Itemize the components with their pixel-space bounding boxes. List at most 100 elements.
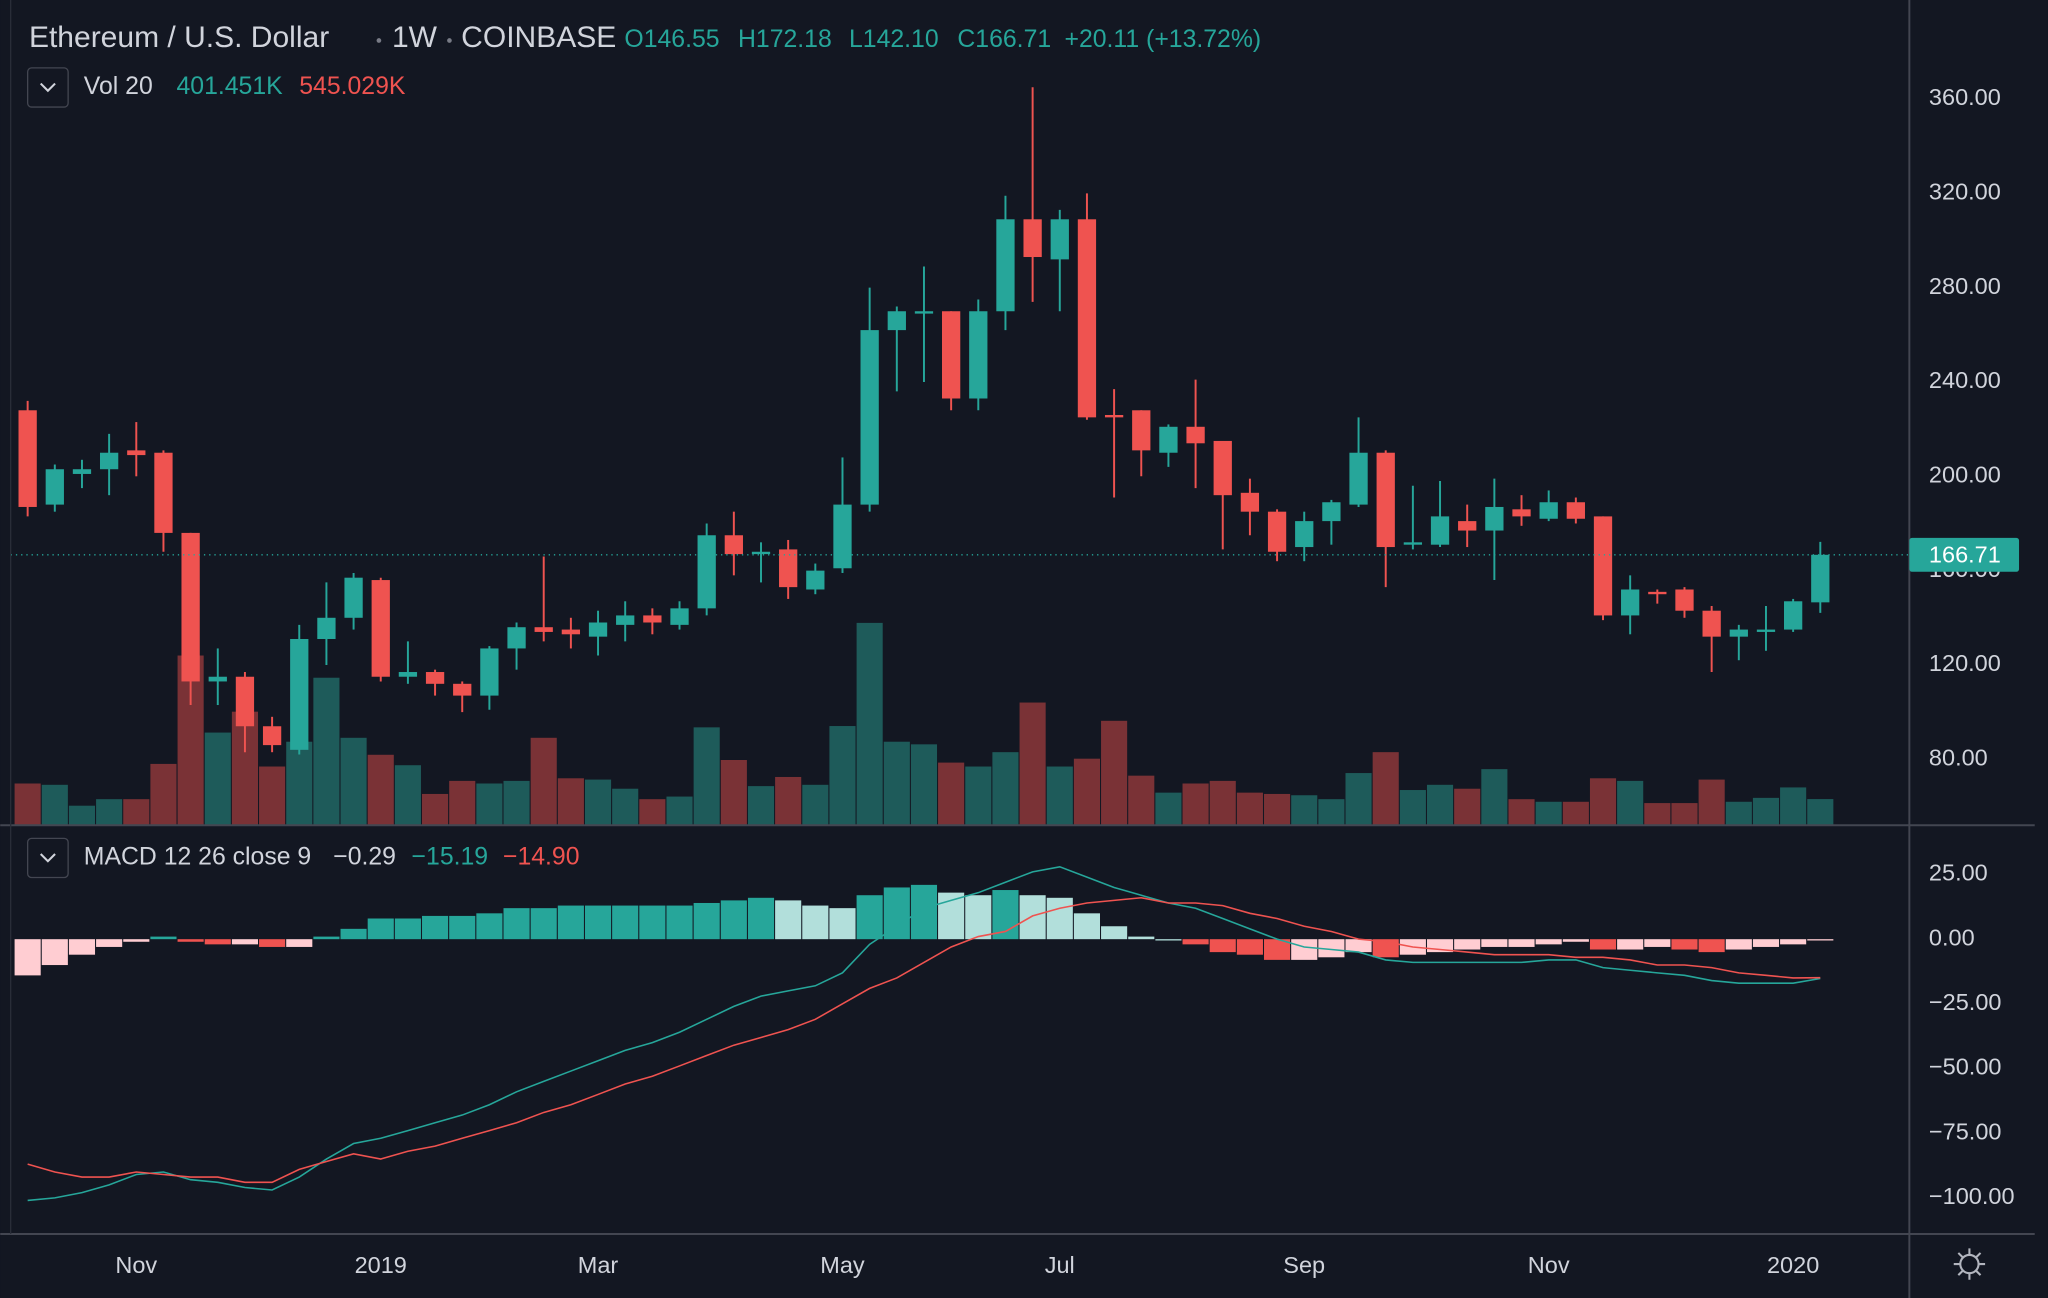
candle-body	[724, 535, 743, 555]
volume-bar	[1426, 784, 1454, 826]
macd-histogram-bar	[68, 939, 96, 955]
macd-histogram-bar	[1481, 939, 1508, 947]
volume-bar	[1780, 787, 1807, 826]
volume-bar	[693, 727, 720, 826]
volume-bar	[123, 799, 150, 826]
macd-histogram-bar	[693, 902, 720, 940]
macd-histogram-bar	[340, 928, 367, 940]
y-tick-label: −75.00	[1929, 1118, 2002, 1144]
macd-histogram-bar	[639, 905, 666, 940]
x-tick-label: May	[820, 1252, 865, 1278]
macd-signal-value: −14.90	[503, 843, 580, 870]
macd-histogram-bar	[1318, 939, 1345, 958]
volume-bar	[1535, 801, 1562, 826]
volume-bar	[96, 799, 123, 826]
candle-body	[969, 311, 988, 399]
candle-body	[561, 629, 581, 635]
exchange: COINBASE	[461, 21, 616, 54]
macd-histogram-bar	[965, 895, 992, 940]
macd-histogram-bar	[1589, 939, 1617, 950]
candle-body	[1104, 415, 1124, 418]
volume-bar	[394, 765, 421, 826]
last-price-label: 166.71	[1929, 541, 2001, 567]
volume-bar	[1399, 790, 1426, 826]
gear-teeth	[1953, 1248, 1986, 1280]
candle-body	[344, 577, 363, 618]
candle-body	[1267, 511, 1287, 552]
macd-histogram-bar	[1671, 939, 1698, 950]
macd-histogram-bar	[367, 918, 394, 940]
last-price-tag	[1909, 537, 2020, 572]
macd-histogram-bar	[1019, 895, 1046, 940]
volume-bar	[1264, 793, 1291, 826]
candle-body	[262, 726, 282, 746]
y-tick-label: 200.00	[1929, 462, 2001, 488]
candle-body	[1566, 502, 1585, 519]
volume-bar	[1291, 795, 1318, 826]
y-tick-label: 25.00	[1929, 860, 1988, 886]
signal-line	[27, 896, 1821, 1184]
candle-body	[235, 676, 255, 727]
candle-body	[72, 469, 92, 474]
volume-bar	[503, 780, 530, 826]
macd-histogram-bar	[1535, 939, 1562, 945]
candle-body	[1050, 219, 1069, 260]
volume-bar	[1698, 779, 1725, 826]
macd-histogram-bar	[1236, 939, 1263, 955]
collapse-button[interactable]	[26, 67, 69, 108]
candle-body	[1403, 542, 1423, 545]
volume-bar	[1508, 799, 1535, 826]
candle-body	[1240, 492, 1260, 512]
macd-histogram-bar	[1291, 939, 1318, 960]
volume-title: Vol 20	[84, 73, 153, 100]
chevron-icon	[39, 82, 56, 93]
settings-icon[interactable]	[1953, 1248, 1986, 1280]
volume-bar	[938, 762, 965, 826]
candle-body	[1077, 219, 1097, 418]
candle-body	[425, 672, 445, 684]
candle-body	[1702, 610, 1721, 637]
macd-histogram-bar	[394, 918, 421, 940]
volume-bar	[1644, 803, 1671, 826]
candle-body	[1756, 629, 1776, 632]
macd-histogram-bar	[802, 905, 829, 940]
macd-histogram-bar	[1617, 939, 1644, 950]
volume-bar	[422, 793, 449, 826]
volume-bar	[259, 766, 286, 826]
macd-histogram-bar	[1155, 939, 1182, 941]
macd-histogram-value: −0.29	[333, 843, 396, 870]
y-tick-label: 360.00	[1929, 84, 2001, 110]
macd-histogram-bar	[259, 939, 286, 947]
symbol-title: Ethereum / U.S. Dollar	[29, 21, 329, 54]
volume-bar	[1345, 773, 1372, 826]
macd-histogram-bar	[503, 908, 530, 940]
candle-body	[914, 311, 934, 314]
volume-bar	[992, 752, 1019, 826]
x-tick-label: Jul	[1045, 1252, 1075, 1278]
macd-histogram-bar	[1752, 939, 1780, 947]
macd-histogram-bar	[150, 936, 177, 940]
volume-bar	[1752, 797, 1780, 826]
candle-body	[290, 639, 309, 750]
ohlc-high: H172.18	[738, 26, 832, 53]
volume-bar	[1807, 799, 1834, 826]
volume-bar	[1372, 752, 1399, 826]
candle-body	[887, 311, 906, 331]
candle-body	[1729, 629, 1748, 637]
collapse-button[interactable]	[26, 837, 69, 879]
candle-body	[1783, 601, 1803, 630]
candle-body	[616, 615, 635, 625]
macd-histogram-bar	[1508, 939, 1535, 947]
macd-histogram-bar	[1698, 939, 1725, 953]
macd-histogram-bar	[557, 905, 584, 940]
macd-histogram-bar	[476, 913, 503, 940]
macd-histogram-bar	[231, 939, 258, 945]
volume-bar	[14, 783, 41, 826]
volume-bar	[1562, 801, 1589, 826]
macd-title: MACD 12 26 close 9	[84, 843, 311, 870]
candle-body	[860, 330, 879, 505]
x-tick-label: Nov	[115, 1252, 157, 1278]
volume-bar	[1209, 780, 1236, 826]
